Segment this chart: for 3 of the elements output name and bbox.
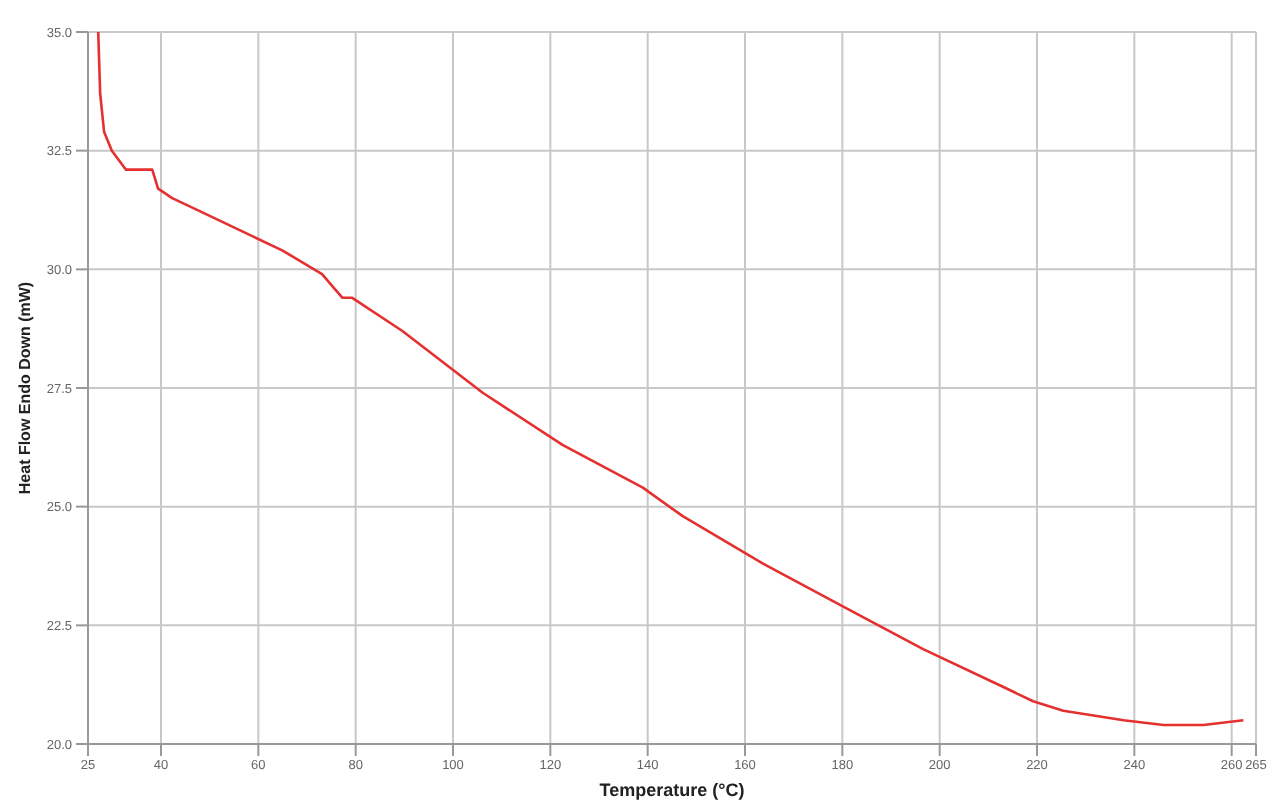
- line-series: [96, 32, 1245, 727]
- y-axis-title: Heat Flow Endo Down (mW): [15, 281, 34, 495]
- x-axis-title: Temperature (°C): [599, 780, 745, 800]
